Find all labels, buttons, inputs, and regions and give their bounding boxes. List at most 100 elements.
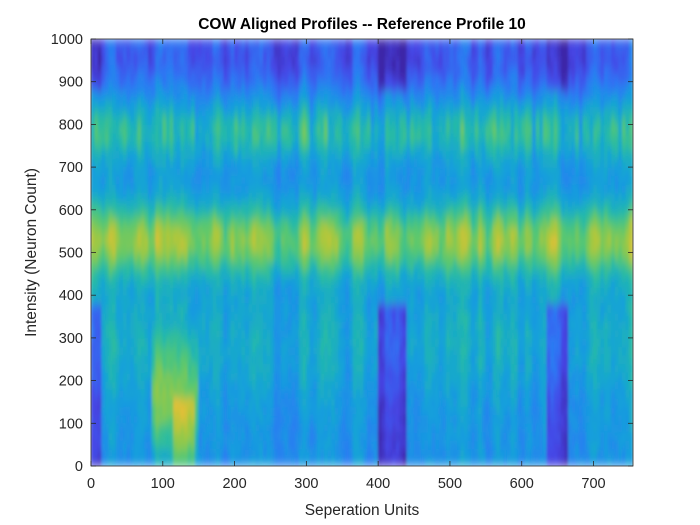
heatmap-cell <box>428 269 433 279</box>
heatmap-cell <box>105 158 110 168</box>
heatmap-cell <box>309 252 314 262</box>
heatmap-cell <box>205 354 210 365</box>
heatmap-cell <box>230 422 235 433</box>
heatmap-cell <box>198 380 203 390</box>
heatmap-cell <box>148 158 153 168</box>
heatmap-cell <box>259 456 264 466</box>
heatmap-cell <box>262 328 268 339</box>
heatmap-cell <box>97 234 103 245</box>
heatmap-cell <box>115 175 121 185</box>
heatmap-cell <box>158 55 164 66</box>
heatmap-cell <box>410 89 415 100</box>
heatmap-cell <box>158 89 164 100</box>
heatmap-cell <box>345 294 350 305</box>
heatmap-cell <box>241 422 246 433</box>
heatmap-cell <box>184 47 189 57</box>
heatmap-cell <box>112 123 117 134</box>
heatmap-cell <box>338 149 343 160</box>
heatmap-cell <box>194 175 199 185</box>
heatmap-cell <box>101 354 106 365</box>
heatmap-cell <box>123 294 128 305</box>
heatmap-cell <box>237 89 243 100</box>
heatmap-cell <box>313 260 318 271</box>
heatmap-cell <box>446 217 451 228</box>
heatmap-cell <box>413 456 418 466</box>
heatmap-cell <box>309 192 314 202</box>
heatmap-cell <box>108 123 113 134</box>
heatmap-cell <box>359 337 365 347</box>
heatmap-cell <box>402 158 408 168</box>
heatmap-cell <box>316 439 322 450</box>
heatmap-cell <box>187 64 192 74</box>
heatmap-cell <box>392 81 397 91</box>
heatmap-cell <box>402 294 408 305</box>
heatmap-cell <box>209 89 214 100</box>
heatmap-cell <box>388 320 393 330</box>
heatmap-cell <box>324 269 329 279</box>
heatmap-cell <box>431 149 436 160</box>
heatmap-cell <box>148 81 153 91</box>
heatmap-cell <box>198 269 203 279</box>
heatmap-cell <box>288 388 293 399</box>
heatmap-cell <box>266 64 271 74</box>
heatmap-cell <box>298 158 304 168</box>
heatmap-cell <box>392 303 397 313</box>
heatmap-cell <box>420 123 426 134</box>
heatmap-cell <box>119 140 124 151</box>
heatmap-cell <box>91 132 95 142</box>
heatmap-cell <box>130 328 135 339</box>
heatmap-cell <box>349 260 354 271</box>
heatmap-cell <box>162 140 167 151</box>
heatmap-cell <box>428 89 433 100</box>
heatmap-cell <box>424 388 429 399</box>
heatmap-cell <box>223 388 228 399</box>
heatmap-cell <box>194 252 199 262</box>
heatmap-cell <box>410 354 415 365</box>
heatmap-cell <box>280 140 286 151</box>
heatmap-cell <box>169 200 174 211</box>
heatmap-cell <box>248 98 253 108</box>
heatmap-cell <box>237 456 243 466</box>
heatmap-cell <box>259 217 264 228</box>
heatmap-cell <box>248 55 253 66</box>
heatmap-cell <box>338 252 343 262</box>
heatmap-cell <box>381 243 386 253</box>
heatmap-cell <box>227 439 232 450</box>
heatmap-cell <box>306 234 311 245</box>
heatmap-cell <box>155 456 160 466</box>
heatmap-cell <box>216 269 221 279</box>
heatmap-cell <box>94 405 99 416</box>
heatmap-cell <box>234 448 239 458</box>
heatmap-cell <box>273 123 278 134</box>
heatmap-cell <box>345 243 350 253</box>
heatmap-cell <box>377 106 383 117</box>
heatmap-cell <box>349 345 354 356</box>
heatmap-cell <box>320 294 325 305</box>
heatmap-cell <box>367 200 372 211</box>
heatmap-cell <box>399 260 404 271</box>
heatmap-cell <box>216 422 221 433</box>
heatmap-cell <box>428 115 433 125</box>
heatmap-cell <box>410 456 415 466</box>
heatmap-cell <box>295 363 300 373</box>
heatmap-cell <box>123 345 128 356</box>
heatmap-cell <box>162 39 167 49</box>
heatmap-cell <box>388 380 393 390</box>
heatmap-cell <box>112 115 117 125</box>
heatmap-cell <box>316 363 322 373</box>
heatmap-cell <box>298 439 304 450</box>
heatmap-cell <box>137 286 142 296</box>
heatmap-cell <box>309 98 314 108</box>
heatmap-cell <box>144 132 149 142</box>
heatmap-cell <box>94 397 99 407</box>
heatmap-cell <box>410 277 415 288</box>
heatmap-cell <box>291 371 296 382</box>
heatmap-cell <box>97 217 103 228</box>
heatmap-cell <box>374 354 379 365</box>
heatmap-cell <box>227 422 232 433</box>
heatmap-cell <box>359 414 365 424</box>
heatmap-cell <box>234 422 239 433</box>
heatmap-cell <box>219 55 225 66</box>
heatmap-cell <box>338 39 343 49</box>
heatmap-cell <box>399 380 404 390</box>
